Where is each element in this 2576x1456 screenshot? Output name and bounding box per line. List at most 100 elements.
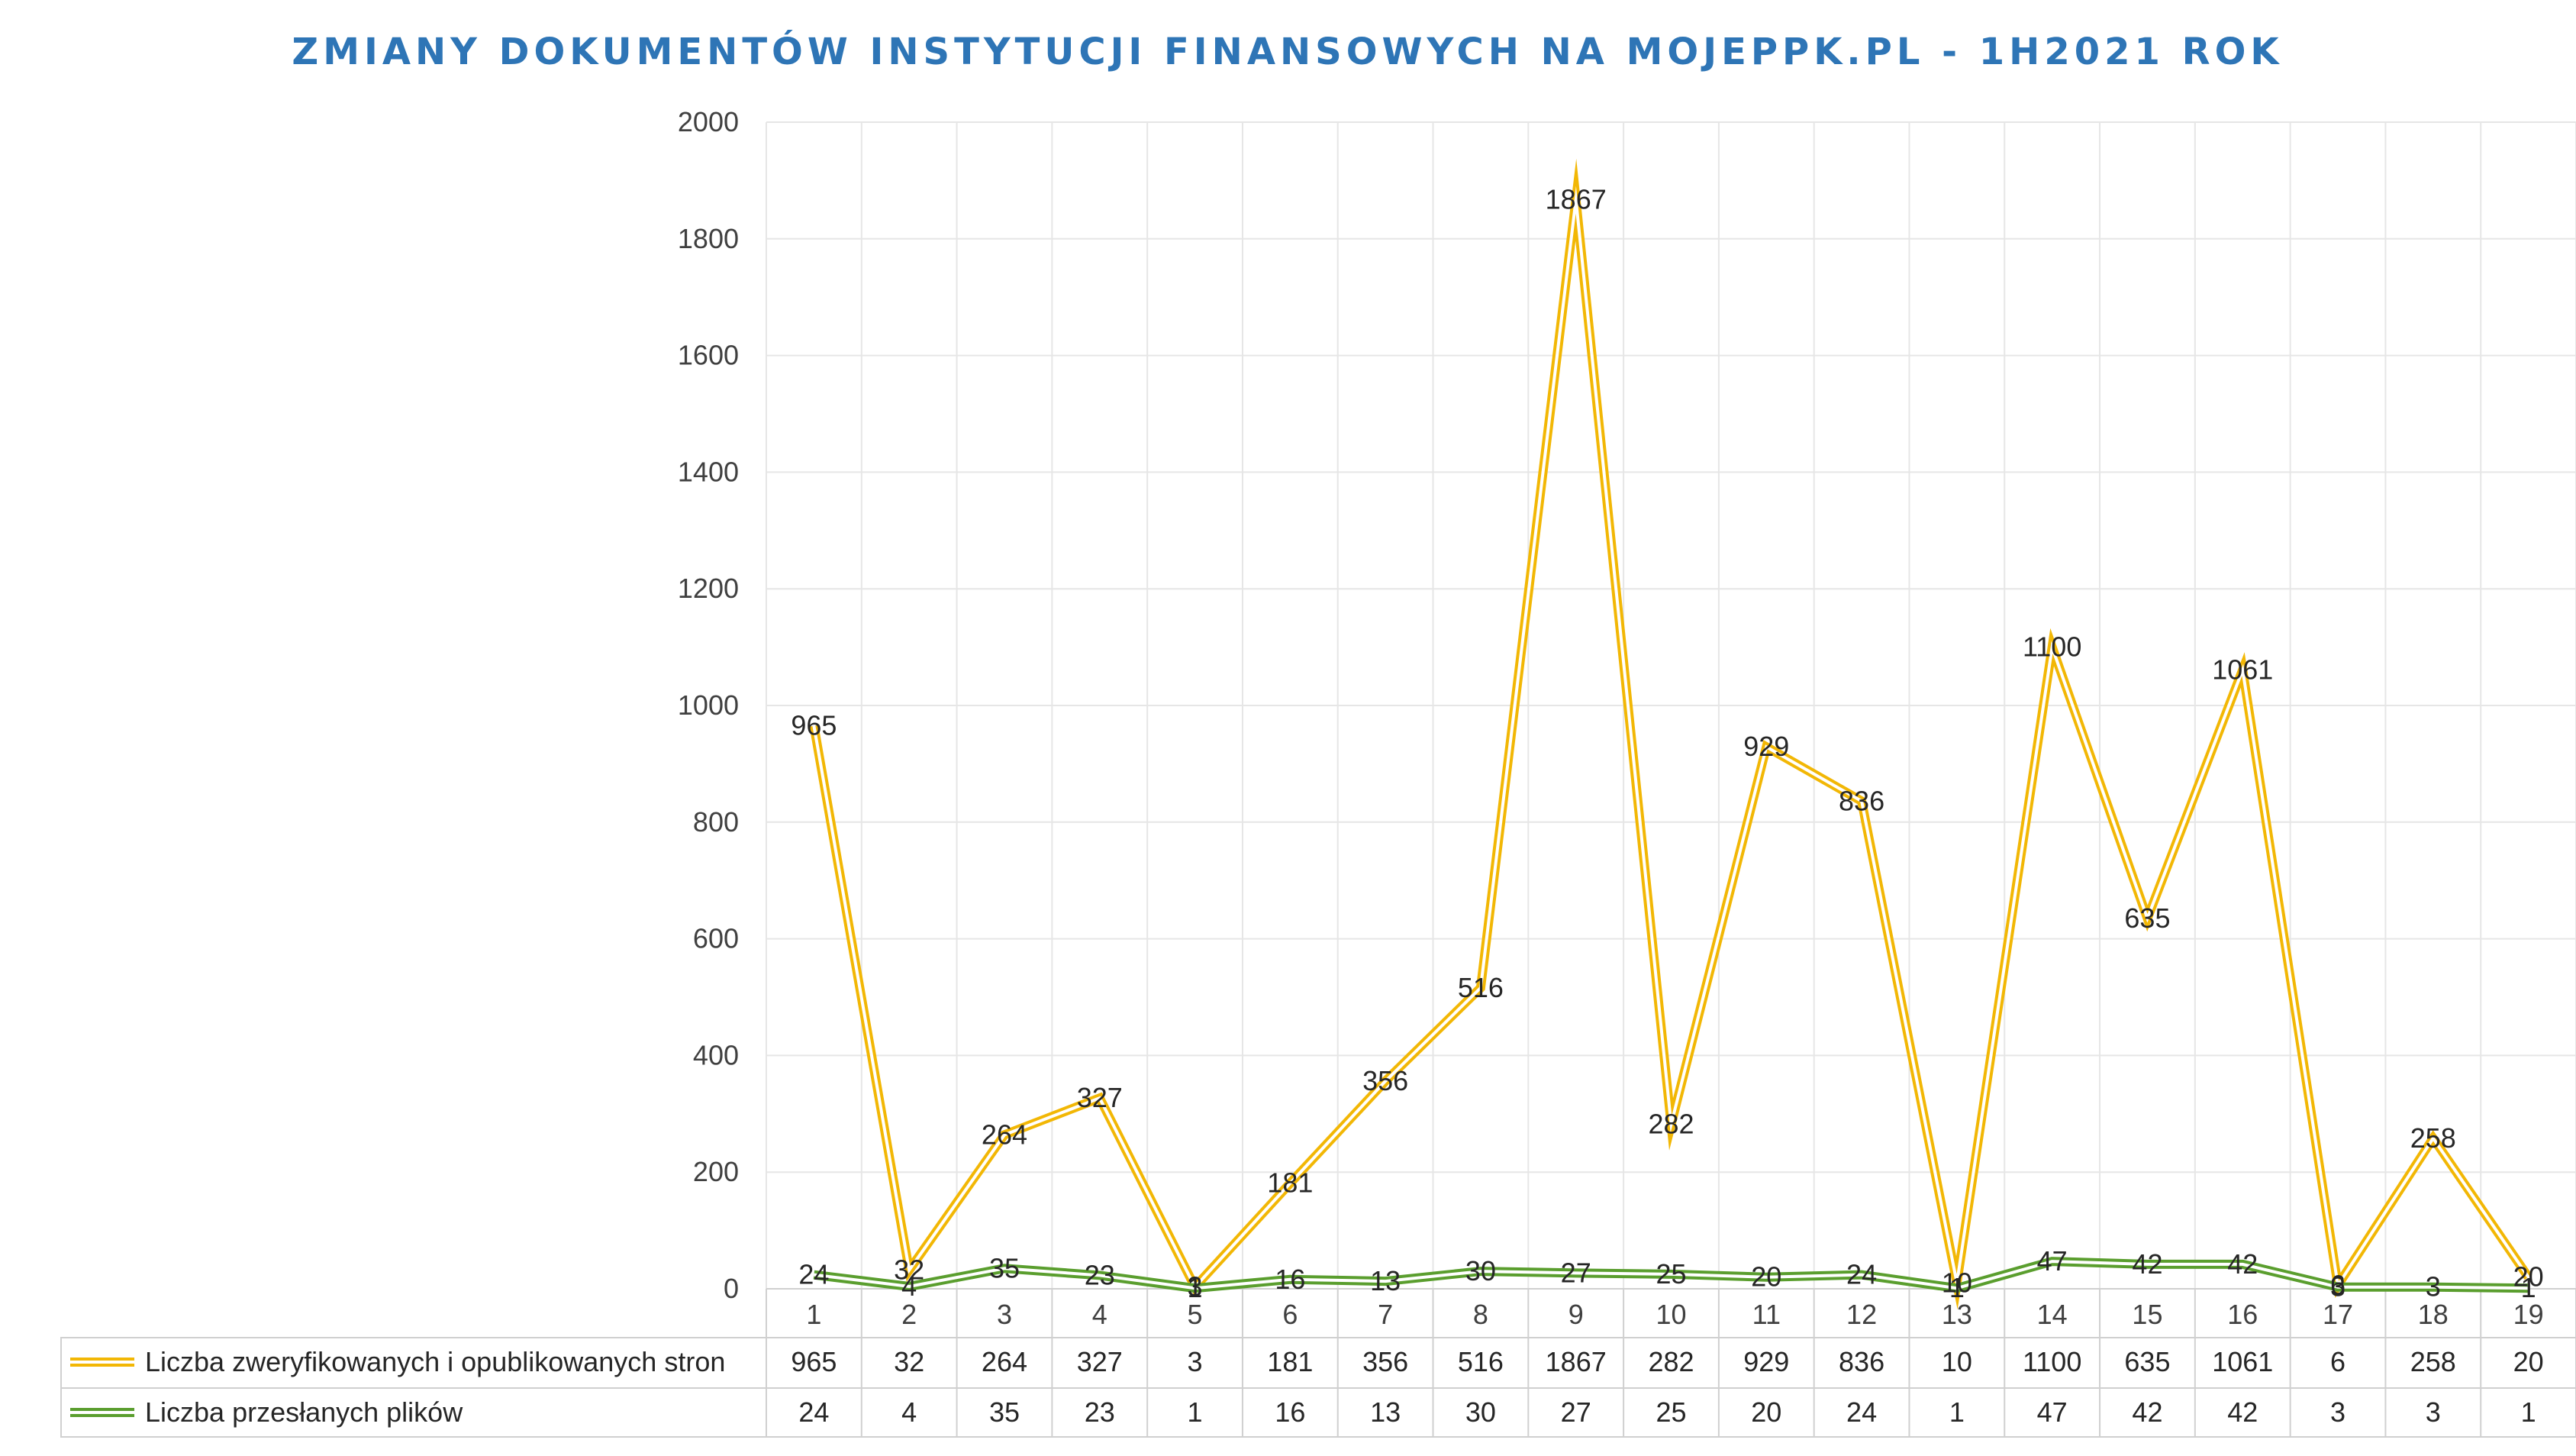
table-cell: 30: [1465, 1396, 1496, 1428]
x-tick-label: 8: [1473, 1299, 1488, 1330]
series-line-inner: [812, 186, 2530, 1293]
table-cell: 836: [1839, 1346, 1884, 1377]
y-tick-label: 600: [693, 923, 739, 954]
data-label: 3: [1188, 1271, 1203, 1303]
table-cell: 3: [2426, 1396, 2441, 1428]
table-cell: 516: [1458, 1346, 1504, 1377]
legend-entry: Liczba zweryfikowanych i opublikowanych …: [145, 1346, 725, 1377]
x-tick-label: 2: [901, 1299, 917, 1330]
y-tick-label: 800: [693, 806, 739, 838]
x-tick-label: 14: [2037, 1299, 2068, 1330]
y-tick-label: 2000: [678, 106, 739, 137]
data-label: 516: [1458, 972, 1504, 1003]
data-label: 30: [1465, 1255, 1496, 1287]
table-cell: 264: [982, 1346, 1027, 1377]
x-tick-label: 15: [2132, 1299, 2162, 1330]
data-label: 836: [1839, 785, 1884, 816]
data-label: 20: [2513, 1261, 2544, 1293]
table-cell: 6: [2330, 1346, 2345, 1377]
legend-entry: Liczba przesłanych plików: [145, 1396, 463, 1428]
table-cell: 10: [1942, 1346, 1972, 1377]
data-label: 1061: [2212, 654, 2273, 685]
y-tick-label: 1400: [678, 456, 739, 487]
table-cell: 25: [1656, 1396, 1686, 1428]
table-cell: 1061: [2212, 1346, 2273, 1377]
data-label: 635: [2124, 902, 2170, 934]
y-tick-label: 1000: [678, 689, 739, 721]
data-label: 35: [989, 1252, 1020, 1283]
data-label: 16: [1275, 1264, 1305, 1295]
series-lines: [809, 158, 2532, 1310]
x-tick-label: 16: [2227, 1299, 2258, 1330]
data-label: 1: [2521, 1272, 2536, 1303]
data-label: 258: [2410, 1122, 2456, 1154]
x-tick-label: 19: [2513, 1299, 2544, 1330]
table-cell: 27: [1561, 1396, 1591, 1428]
data-label: 181: [1267, 1167, 1313, 1199]
data-label: 965: [791, 710, 837, 741]
x-tick-label: 17: [2323, 1299, 2353, 1330]
table-cell: 929: [1743, 1346, 1789, 1377]
table-cell: 1: [2521, 1396, 2536, 1428]
data-label: 20: [1751, 1261, 1781, 1293]
table-cell: 16: [1275, 1396, 1305, 1428]
table-cell: 24: [798, 1396, 829, 1428]
gridlines: [766, 121, 2576, 1290]
data-label: 32: [894, 1254, 924, 1286]
x-tick-label: 11: [1752, 1299, 1781, 1330]
data-label: 1100: [2023, 631, 2081, 663]
chart-title: ZMIANY DOKUMENTÓW INSTYTUCJI FINANSOWYCH…: [292, 30, 2283, 73]
data-label: 356: [1362, 1065, 1408, 1096]
table-cell: 13: [1370, 1396, 1401, 1428]
y-axis-ticks: 0 200 400 600 800 1000 1200 1400 1600 1800 2000: [678, 106, 739, 1304]
data-label: 929: [1743, 731, 1789, 762]
data-label: 13: [1370, 1265, 1401, 1296]
x-tick-label: 6: [1282, 1299, 1298, 1330]
x-tick-label: 18: [2418, 1299, 2449, 1330]
data-label: 1: [1949, 1272, 1965, 1303]
table-cell: 1867: [1546, 1346, 1607, 1377]
data-label: 24: [798, 1259, 829, 1290]
table-cell: 24: [1846, 1396, 1877, 1428]
table-cell: 181: [1267, 1346, 1313, 1377]
data-label: 1: [1188, 1272, 1203, 1303]
table-cell: 42: [2132, 1396, 2162, 1428]
data-label: 1867: [1546, 184, 1607, 215]
table-cell: 20: [1751, 1396, 1781, 1428]
table-cell: 1: [1949, 1396, 1965, 1428]
data-label: 47: [2037, 1245, 2068, 1277]
table-cell: 3: [1188, 1346, 1203, 1377]
x-tick-label: 4: [1092, 1299, 1107, 1330]
data-label: 24: [1846, 1259, 1877, 1290]
y-tick-label: 1600: [678, 340, 739, 371]
data-label: 4: [901, 1270, 917, 1302]
data-label: 282: [1648, 1109, 1694, 1140]
data-label: 42: [2227, 1248, 2258, 1280]
data-label: 3: [2330, 1271, 2345, 1303]
data-labels: 9653226432731813565161867282929836101100…: [791, 184, 2543, 1304]
x-tick-label: 10: [1656, 1299, 1686, 1330]
table-cell: 4: [901, 1396, 917, 1428]
x-tick-label: 12: [1846, 1299, 1877, 1330]
table-cell: 282: [1648, 1346, 1694, 1377]
x-tick-label: 3: [997, 1299, 1012, 1330]
data-label: 327: [1077, 1082, 1123, 1113]
table-cell: 258: [2410, 1346, 2456, 1377]
table-cell: 965: [791, 1346, 837, 1377]
data-label: 264: [982, 1119, 1027, 1150]
table-cell: 23: [1085, 1396, 1115, 1428]
table-cell: 42: [2227, 1396, 2258, 1428]
table-cell: 20: [2513, 1346, 2544, 1377]
data-label: 42: [2132, 1248, 2162, 1280]
table-cell: 35: [989, 1396, 1020, 1428]
table-cell: 635: [2124, 1346, 2170, 1377]
table-cell: 3: [2330, 1396, 2345, 1428]
y-tick-label: 200: [693, 1156, 739, 1187]
series-line-inner: [814, 1260, 2529, 1290]
table-cell: 1: [1188, 1396, 1203, 1428]
x-tick-label: 5: [1188, 1299, 1203, 1330]
table-cell: 327: [1077, 1346, 1123, 1377]
